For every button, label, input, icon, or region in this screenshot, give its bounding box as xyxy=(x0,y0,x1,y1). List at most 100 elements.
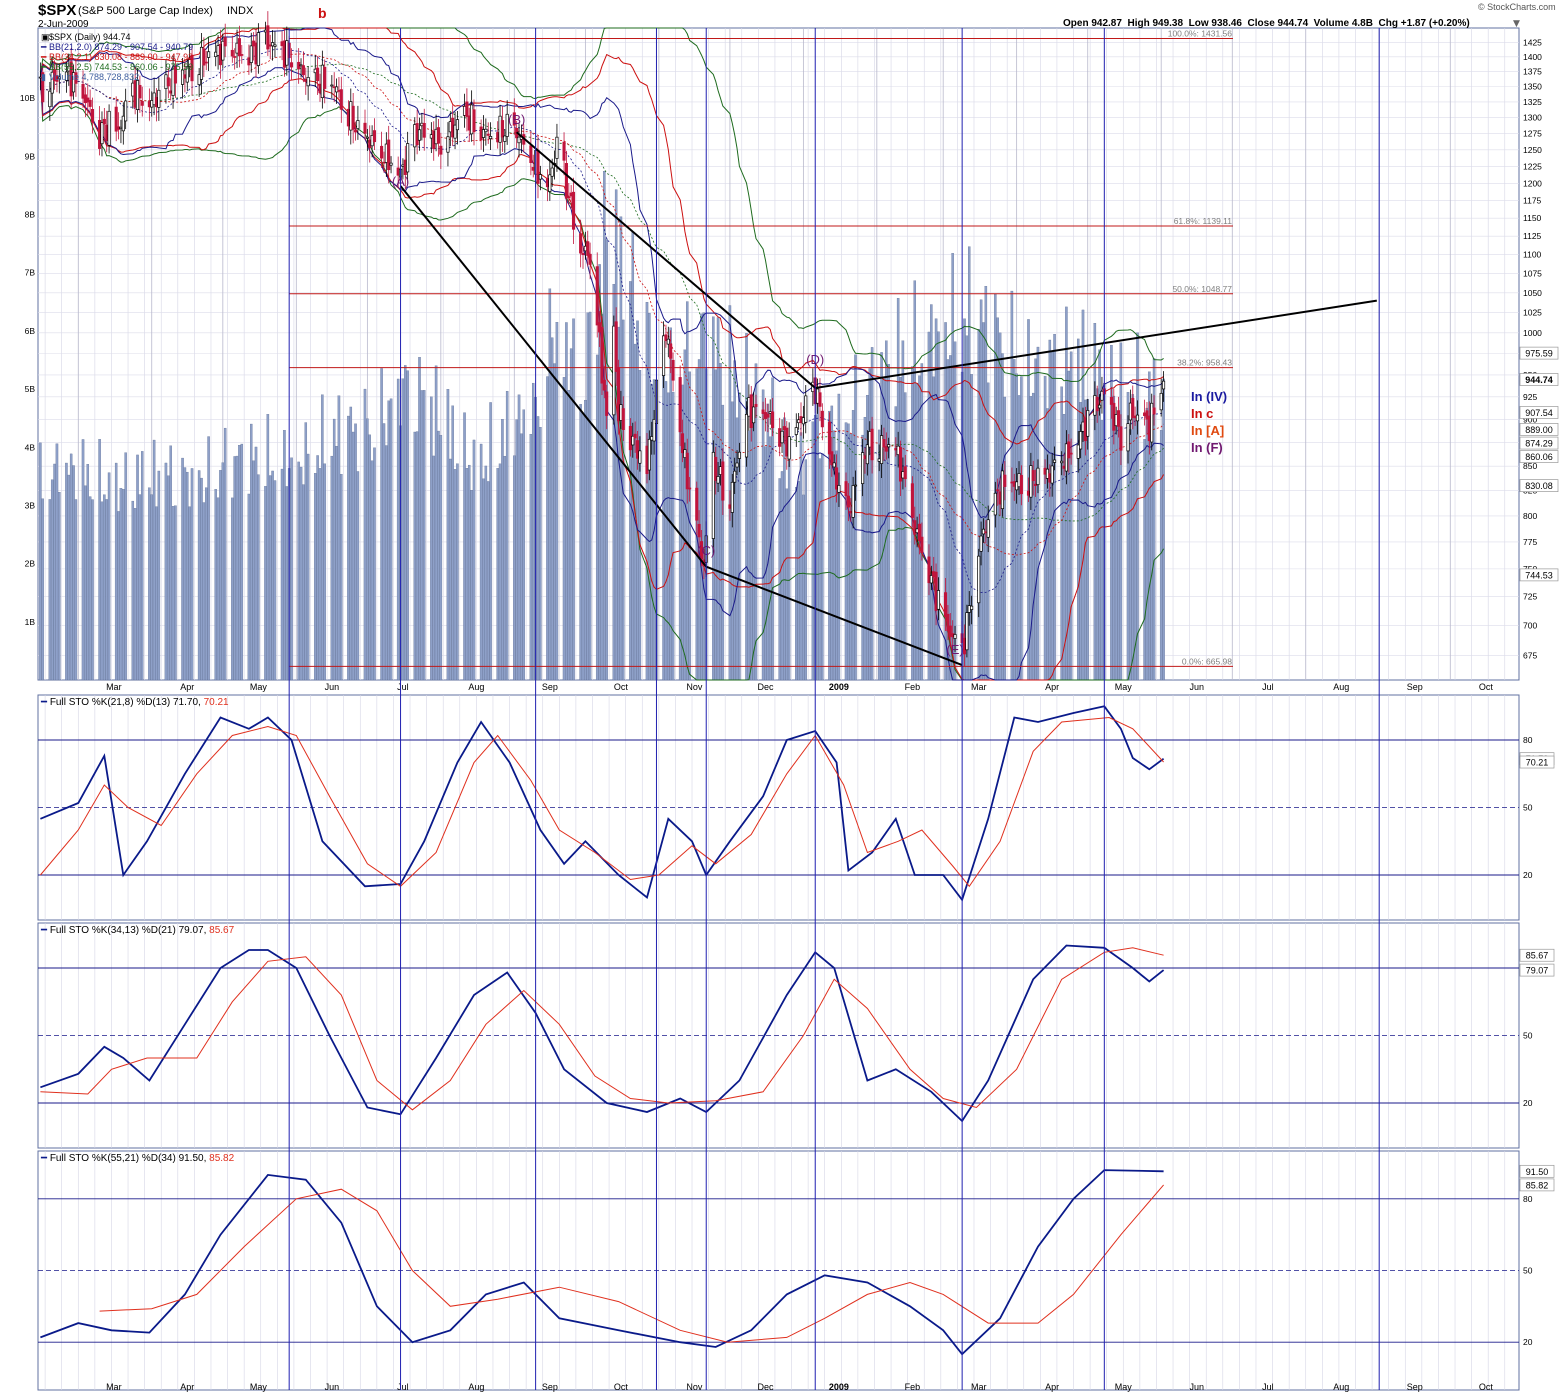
sto-tick-label: 50 xyxy=(1523,1031,1533,1041)
candle-body xyxy=(699,541,704,560)
month-label-bottom: Jul xyxy=(397,1382,409,1392)
volume-bar xyxy=(683,349,687,681)
volume-bar xyxy=(470,490,473,681)
volume-bar xyxy=(832,430,836,681)
candle-body xyxy=(64,71,68,81)
candle-body xyxy=(335,86,339,93)
volume-bar xyxy=(1034,358,1037,681)
candle-body xyxy=(633,433,637,439)
volume-bar xyxy=(598,264,601,681)
volume-tick-label: 9B xyxy=(25,151,36,161)
volume-bar xyxy=(418,357,421,681)
candle-body xyxy=(233,56,237,58)
volume-bar xyxy=(373,447,376,681)
candle-body xyxy=(389,162,393,166)
candle-body xyxy=(986,519,990,538)
volume-bar xyxy=(157,470,161,681)
candle-body xyxy=(685,452,689,490)
candle-body xyxy=(635,440,640,459)
volume-bar xyxy=(152,439,156,681)
sto-value-label: 85.67 xyxy=(1526,951,1549,961)
candle-body xyxy=(754,403,758,407)
volume-bar xyxy=(389,398,393,681)
volume-bar xyxy=(468,464,471,681)
candle-body xyxy=(880,435,884,464)
fib-label: 100.0%: 1431.56 xyxy=(1168,29,1233,39)
price-badge xyxy=(1519,568,1559,582)
volume-bar xyxy=(124,452,127,681)
volume-bar xyxy=(465,467,469,681)
volume-bar xyxy=(662,337,665,681)
candle-body xyxy=(678,377,682,433)
month-label: May xyxy=(250,682,268,692)
volume-bar xyxy=(65,462,68,681)
sto-1-k-line xyxy=(40,705,1165,902)
month-label-bottom: Dec xyxy=(757,1382,774,1392)
volume-bar xyxy=(970,374,973,681)
volume-bar xyxy=(671,391,675,681)
sto1-title: ━ Full STO %K(21,8) %D(13) 71.70, 70.21 xyxy=(41,697,229,708)
price-tick-label: 1275 xyxy=(1523,129,1542,139)
price-tick-label: 1150 xyxy=(1523,213,1542,223)
volume-bar xyxy=(188,506,191,681)
candle-body xyxy=(1019,475,1023,495)
candle-body xyxy=(818,392,822,407)
price-tick-label: 1425 xyxy=(1523,37,1542,47)
candle-body xyxy=(256,32,260,66)
candle-body xyxy=(517,136,521,144)
volume-bars xyxy=(39,171,1165,681)
wave-label: (E) xyxy=(946,642,963,657)
candle-body xyxy=(744,414,749,458)
volume-bar xyxy=(622,319,625,681)
volume-bar xyxy=(401,378,405,681)
trendline xyxy=(516,131,816,389)
candle-body xyxy=(771,411,775,429)
candle-body xyxy=(1159,392,1163,411)
volume-bar xyxy=(531,382,535,681)
candle-body xyxy=(830,451,834,466)
volume-bar xyxy=(247,493,251,681)
candle-body xyxy=(316,67,320,82)
candle-body xyxy=(996,489,1000,492)
volume-bar xyxy=(811,421,815,681)
volume-bar xyxy=(1136,332,1139,681)
sto-3-k-line xyxy=(40,1169,1164,1356)
candle-body xyxy=(529,145,533,164)
candle-body xyxy=(948,625,952,637)
candle-body xyxy=(339,89,343,110)
scroll-down-icon[interactable]: ▼ xyxy=(1513,19,1520,29)
price-tick-label: 725 xyxy=(1523,592,1537,602)
month-label-bottom: Sep xyxy=(1407,1382,1423,1392)
volume-bar xyxy=(304,422,308,681)
symbol-title: $SPX xyxy=(38,2,77,19)
candle-body xyxy=(1069,452,1073,455)
volume-bar xyxy=(1093,323,1097,681)
exchange-label: INDX xyxy=(227,5,254,17)
volume-bar xyxy=(920,363,924,681)
volume-bar xyxy=(250,423,253,681)
candle-body xyxy=(695,487,699,521)
volume-bar xyxy=(835,450,838,681)
wave-count-labels: In (IV) In c In [A] In (F) xyxy=(1191,388,1227,456)
month-label: Oct xyxy=(1479,682,1494,692)
volume-bar xyxy=(387,400,390,681)
candle-body xyxy=(870,428,874,461)
volume-bar xyxy=(413,431,417,681)
month-label: Nov xyxy=(686,682,703,692)
legend-volume: ▮ Volume 4,788,728,832 xyxy=(41,72,140,82)
candle-body xyxy=(1150,402,1154,443)
month-label: Apr xyxy=(180,682,194,692)
volume-bar xyxy=(1143,439,1146,681)
volume-bar xyxy=(67,474,71,681)
volume-bar xyxy=(787,437,791,681)
volume-bar xyxy=(290,457,293,681)
candle-body xyxy=(851,485,855,518)
candle-body xyxy=(223,37,227,47)
candle-body xyxy=(185,66,189,83)
bb21-band-upper xyxy=(39,27,1164,519)
volume-bar xyxy=(617,326,620,681)
candle-body xyxy=(102,118,106,125)
wave-label: (B) xyxy=(508,112,525,127)
volume-bar xyxy=(280,468,284,681)
fib-label: 61.8%: 1139.11 xyxy=(1174,216,1233,226)
